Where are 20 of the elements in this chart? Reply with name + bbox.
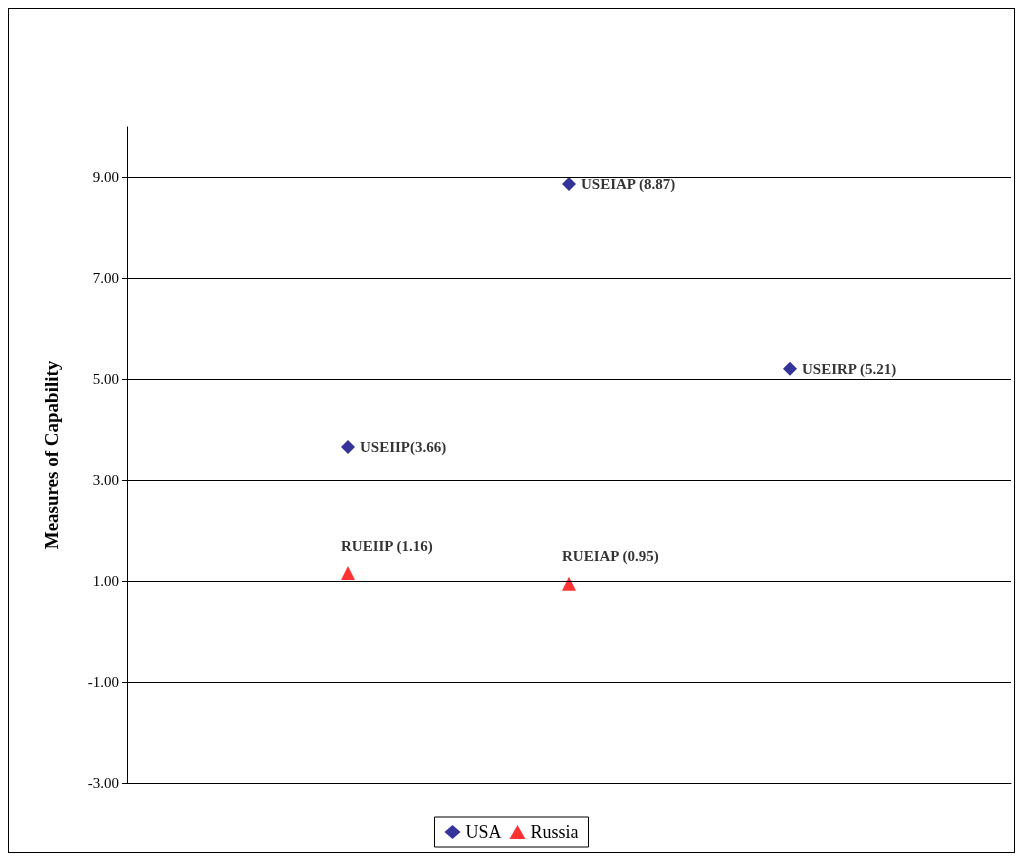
y-axis-title: Measures of Capability <box>41 360 62 550</box>
data-label: RUEIIP (1.16) <box>341 537 433 555</box>
legend-label: Russia <box>530 822 579 842</box>
point <box>562 177 576 192</box>
point <box>783 361 797 376</box>
data-label: RUEIAP (0.95) <box>562 548 659 566</box>
y-tick-label: 7.00 <box>92 270 119 287</box>
y-tick-label: 9.00 <box>92 169 119 186</box>
data-label: USEIIP(3.66) <box>360 438 447 456</box>
legend-label: USA <box>465 822 502 842</box>
point <box>341 439 355 454</box>
y-tick-label: 3.00 <box>92 472 119 489</box>
point <box>562 576 576 591</box>
point <box>341 566 355 581</box>
y-tick-label: -1.00 <box>87 674 119 691</box>
y-tick-label: 1.00 <box>92 573 119 590</box>
y-tick-label: -3.00 <box>87 775 119 791</box>
y-tick-label: 5.00 <box>92 371 119 388</box>
data-label: USEIAP (8.87) <box>581 176 676 194</box>
data-label: USEIRP (5.21) <box>802 360 897 378</box>
